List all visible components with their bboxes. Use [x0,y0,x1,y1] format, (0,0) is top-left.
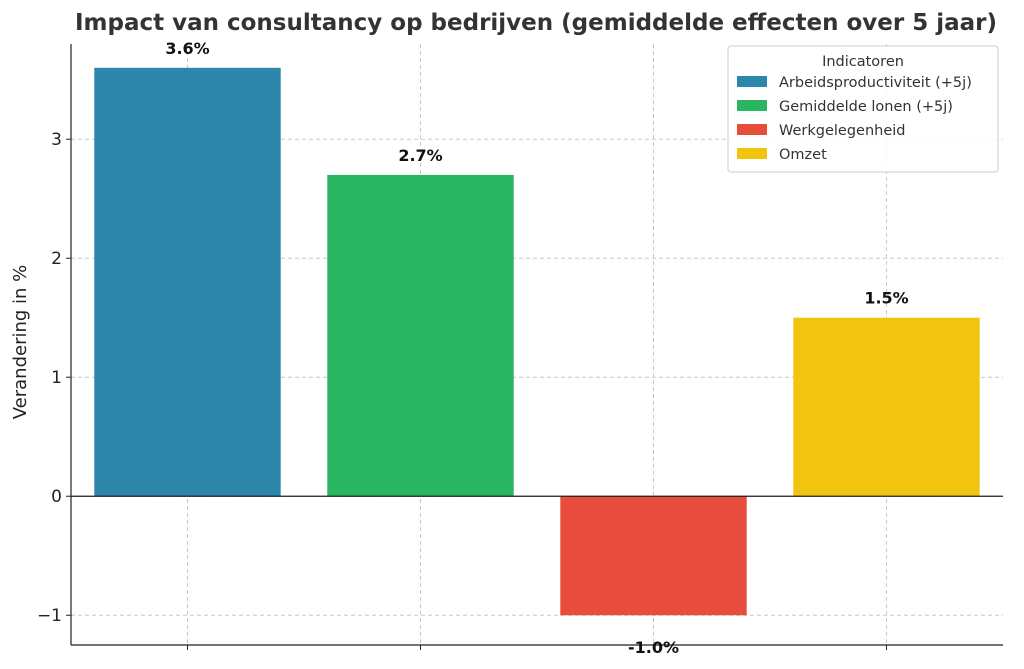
legend-entry: Arbeidsproductiviteit (+5j) [779,75,972,91]
legend-swatch [737,76,767,87]
y-tick-label: −1 [37,606,62,626]
y-tick-label: 0 [51,487,62,507]
data-label: 1.5% [864,289,908,308]
legend-entry: Omzet [779,147,827,163]
bar [94,67,281,497]
data-label: -1.0% [628,638,679,657]
data-label: 2.7% [398,146,442,165]
y-tick-label: 2 [51,249,62,269]
legend: Indicatoren Arbeidsproductiviteit (+5j) G… [727,45,999,173]
axes [70,44,1003,650]
legend-swatch [737,100,767,111]
data-labels: 3.6% 2.7% -1.0% 1.5% [165,39,908,657]
y-tick-label: 3 [51,130,62,150]
legend-frame [727,45,999,173]
y-tick-label: 1 [51,368,62,388]
legend-entry: Gemiddelde lonen (+5j) [779,99,953,115]
legend-swatch [737,148,767,159]
legend-entry: Werkgelegenheid [779,123,906,139]
bar [793,317,980,497]
data-label: 3.6% [165,39,209,58]
bar [560,496,747,616]
chart-title: Impact van consultancy op bedrijven (gem… [75,10,997,36]
bar [327,174,514,497]
y-axis-label: Verandering in % [10,265,31,420]
bars [94,67,980,616]
legend-title: Indicatoren [822,54,904,70]
legend-swatch [737,124,767,135]
y-ticks: −1 0 1 2 3 [37,130,71,626]
